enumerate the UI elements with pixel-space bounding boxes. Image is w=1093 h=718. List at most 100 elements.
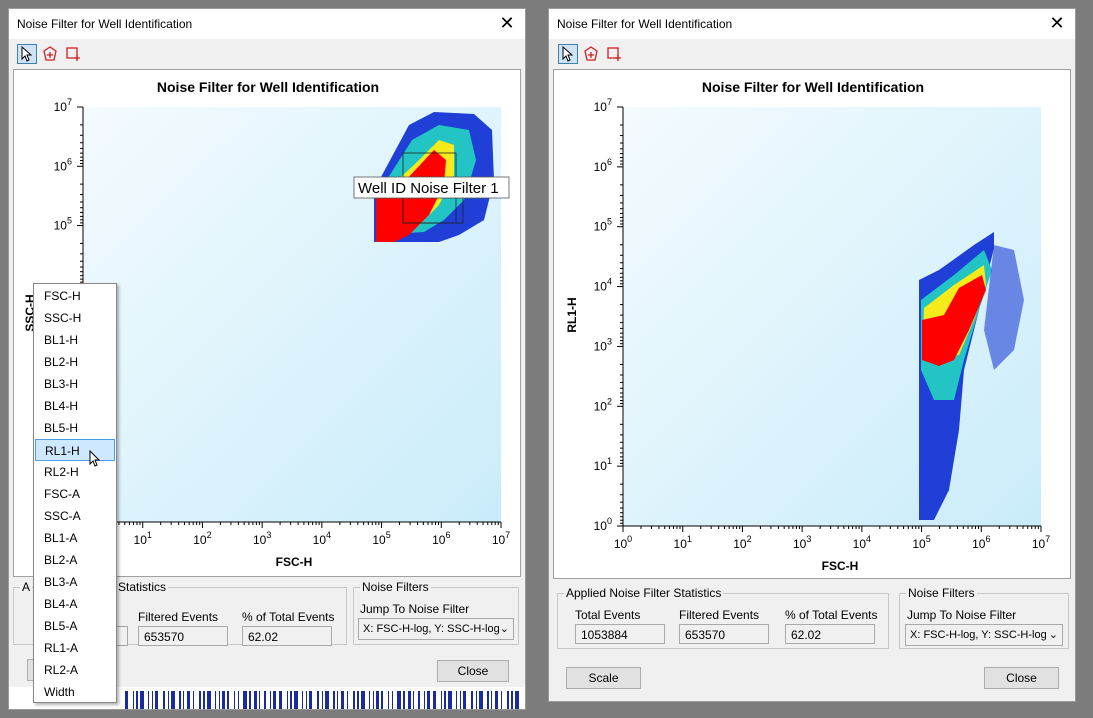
plot-area: [623, 107, 1041, 526]
barcode-bar: [148, 691, 149, 709]
barcode-bar: [279, 691, 282, 709]
dropdown-item-bl5-h[interactable]: BL5-H: [44, 421, 79, 435]
noise-filters-group: Noise Filters Jump To Noise Filter X: FS…: [899, 586, 1069, 649]
percent-field[interactable]: 62.02: [785, 624, 875, 644]
jump-to-filter-select[interactable]: X: FSC-H-log, Y: SSC-H-log ⌄: [905, 624, 1063, 646]
dropdown-item-fsc-h[interactable]: FSC-H: [44, 289, 81, 303]
close-button[interactable]: Close: [984, 667, 1059, 689]
dropdown-item-bl1-a[interactable]: BL1-A: [44, 531, 78, 545]
dropdown-item-bl4-h[interactable]: BL4-H: [44, 399, 79, 413]
barcode-bar: [234, 691, 235, 709]
dropdown-item-bl1-h[interactable]: BL1-H: [44, 333, 79, 347]
barcode-bar: [249, 691, 251, 709]
dropdown-item-rl1-h[interactable]: RL1-H: [35, 439, 115, 467]
noise-filters-label: Noise Filters: [360, 580, 431, 594]
y-tick-label: 107: [594, 97, 612, 114]
barcode-bar: [140, 691, 144, 709]
barcode-bar: [219, 691, 220, 709]
barcode-bar: [254, 691, 257, 709]
filtered-events-label: Filtered Events: [679, 608, 760, 622]
dropdown-item-bl3-h[interactable]: BL3-H: [44, 377, 79, 391]
barcode-bar: [171, 691, 175, 709]
x-tick-label: 102: [193, 530, 211, 547]
barcode-bar: [511, 691, 513, 709]
dropdown-item-width[interactable]: Width: [44, 685, 75, 699]
x-tick-label: 103: [793, 534, 811, 551]
toolbar: [9, 39, 525, 69]
barcode-bar: [441, 691, 442, 709]
chart-title: Noise Filter for Well Identification: [157, 79, 379, 95]
dropdown-item-rl1-a[interactable]: RL1-A: [44, 641, 79, 655]
dropdown-item-bl2-a[interactable]: BL2-A: [44, 553, 78, 567]
rectangle-gate-icon: [607, 47, 621, 61]
right-dialog-window: Noise Filter for Well Identification ✕ N…: [548, 8, 1076, 702]
dropdown-item-bl3-a[interactable]: BL3-A: [44, 575, 78, 589]
jump-to-filter-select[interactable]: X: FSC-H-log, Y: SSC-H-log ⌄: [358, 618, 514, 640]
barcode-bar: [507, 691, 509, 709]
pointer-tool-button[interactable]: [558, 44, 578, 64]
barcode-bar: [361, 691, 365, 709]
barcode-bar: [476, 691, 477, 709]
dropdown-item-bl4-a[interactable]: BL4-A: [44, 597, 78, 611]
x-tick-label: 101: [134, 530, 152, 547]
barcode-bar: [381, 691, 383, 709]
barcode-strip: [9, 687, 525, 709]
barcode-bar: [207, 691, 211, 709]
filtered-events-field[interactable]: 653570: [679, 624, 769, 644]
x-tick-label: 100: [614, 534, 632, 551]
axis-ticks: 100 101 102 103 104 105 106 107 100 101 102 103 104 1…: [594, 97, 1051, 551]
rectangle-gate-button[interactable]: [63, 44, 83, 64]
y-tick-label: 101: [594, 456, 612, 473]
x-tick-label: 101: [674, 534, 692, 551]
filtered-events-field[interactable]: 653570: [138, 626, 228, 646]
barcode-bar: [309, 691, 312, 709]
noise-filters-label: Noise Filters: [906, 586, 977, 600]
dropdown-item-bl2-h[interactable]: BL2-H: [44, 355, 79, 369]
window-title: Noise Filter for Well Identification: [17, 17, 193, 31]
barcode-bar: [259, 691, 260, 709]
x-tick-label: 102: [733, 534, 751, 551]
pointer-tool-button[interactable]: [17, 44, 37, 64]
toolbar: [549, 39, 1075, 69]
barcode-bar: [136, 691, 138, 709]
dropdown-item-ssc-h[interactable]: SSC-H: [44, 311, 82, 325]
scale-button[interactable]: Scale: [566, 667, 641, 689]
dropdown-item-fsc-a[interactable]: FSC-A: [44, 487, 80, 501]
polygon-gate-button[interactable]: [40, 44, 60, 64]
close-icon[interactable]: ✕: [499, 13, 515, 33]
rectangle-gate-icon: [66, 47, 80, 61]
plot-panel: Noise Filter for Well Identification 100…: [553, 69, 1071, 579]
percent-field[interactable]: 62.02: [242, 626, 332, 646]
polygon-gate-icon: [584, 46, 598, 61]
noise-filters-group: Noise Filters Jump To Noise Filter X: FS…: [353, 580, 519, 645]
total-events-field[interactable]: 1053884: [575, 624, 665, 644]
stats-group-label: Applied Noise Filter Statistics: [564, 586, 724, 600]
dropdown-item-rl2-h[interactable]: RL2-H: [44, 465, 79, 479]
barcode-bar: [155, 691, 158, 709]
jump-label: Jump To Noise Filter: [360, 602, 470, 616]
x-tick-label: 106: [972, 534, 990, 551]
close-button[interactable]: Close: [437, 660, 509, 682]
barcode-bar: [199, 691, 201, 709]
rectangle-gate-button[interactable]: [604, 44, 624, 64]
scatter-plot[interactable]: Noise Filter for Well Identification Wel…: [14, 70, 522, 578]
dropdown-item-bl5-a[interactable]: BL5-A: [44, 619, 78, 633]
left-dialog-window: Noise Filter for Well Identification ✕ N…: [8, 8, 526, 710]
close-icon[interactable]: ✕: [1049, 13, 1065, 33]
stats-group-label: Statistics: [116, 580, 169, 594]
barcode-bar: [479, 691, 483, 709]
dropdown-item-rl2-a[interactable]: RL2-A: [44, 663, 79, 677]
scatter-plot[interactable]: Noise Filter for Well Identification 100…: [554, 70, 1072, 580]
polygon-gate-button[interactable]: [581, 44, 601, 64]
y-tick-label: 103: [594, 336, 612, 353]
x-tick-label: 104: [313, 530, 331, 547]
x-axis-label: FSC-H: [276, 555, 313, 569]
barcode-bar: [187, 691, 190, 709]
y-tick-label: 105: [594, 217, 612, 234]
dropdown-item-ssc-a[interactable]: SSC-A: [44, 509, 81, 523]
barcode-bar: [418, 691, 420, 709]
barcode-bar: [347, 691, 348, 709]
y-tick-label: 102: [594, 396, 612, 413]
barcode-bar: [471, 691, 473, 709]
barcode-bar: [163, 691, 165, 709]
